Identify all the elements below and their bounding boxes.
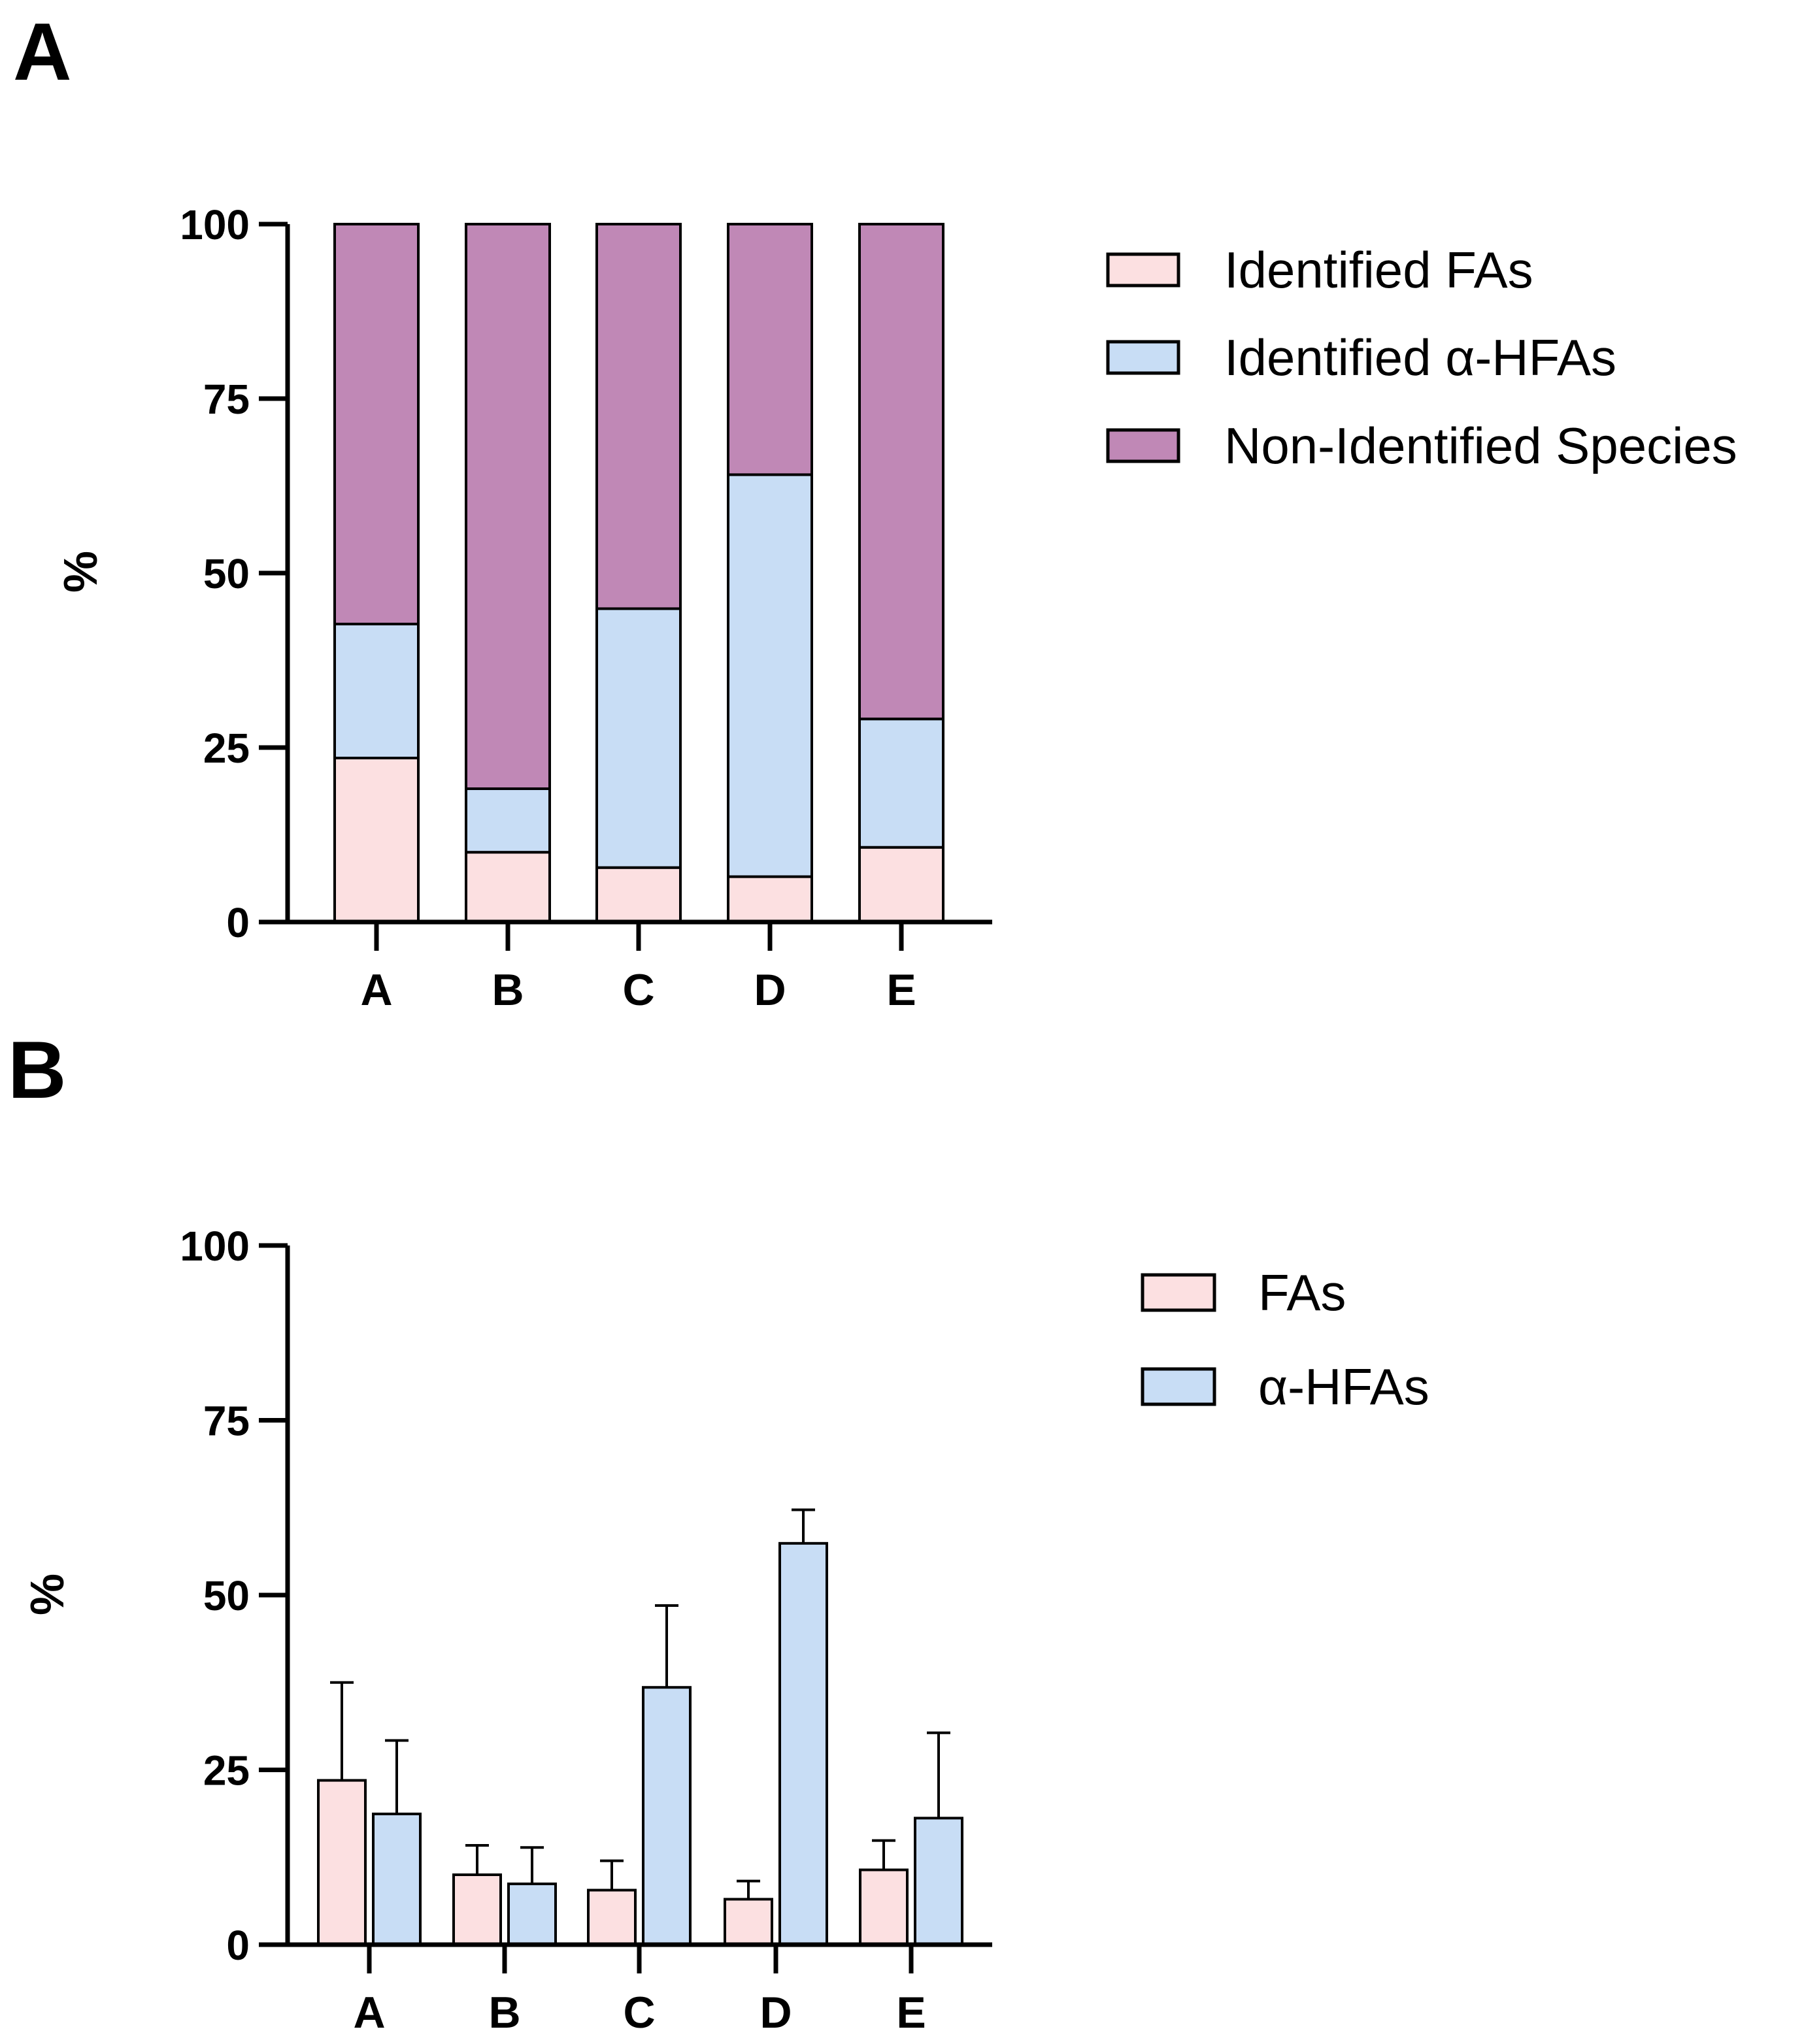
panel-b-bar xyxy=(372,1812,422,1946)
panel-b-bar xyxy=(642,1686,692,1946)
panel-b-category-label: E xyxy=(896,1988,926,2037)
panel-a-bar-segment xyxy=(858,223,944,721)
panel-a-category-label: E xyxy=(886,965,916,1015)
panel-a-legend-swatch xyxy=(1106,428,1180,463)
panel-a-bar-segment xyxy=(858,846,944,923)
panel-b-y-tick-label: 50 xyxy=(203,1572,250,1619)
panel-a-y-tick-label: 25 xyxy=(203,725,250,772)
panel-a-bar-segment xyxy=(465,851,551,923)
panel-b-bar xyxy=(778,1541,828,1947)
panel-a-bar-segment xyxy=(333,757,420,924)
panel-b-legend-label: FAs xyxy=(1258,1264,1346,1321)
panel-b-y-axis-title: % xyxy=(22,1574,74,1615)
panel-a-bar-segment xyxy=(595,866,682,924)
panel-b: B % 0 25 50 75 100 A B C D E FAs α-HFAs xyxy=(8,1025,1429,2037)
panel-a-bar-segment xyxy=(595,223,682,610)
panel-b-bar xyxy=(859,1868,909,1947)
panel-a-bar-segment xyxy=(727,223,813,476)
panel-a-y-tick-label: 50 xyxy=(203,550,250,597)
panel-b-legend-label: α-HFAs xyxy=(1258,1358,1429,1415)
panel-a-y-axis-title: % xyxy=(55,551,107,593)
panel-b-bar xyxy=(914,1817,963,1947)
panel-a-category-label: A xyxy=(360,965,392,1015)
panel-b-category-label: C xyxy=(623,1988,655,2037)
panel-a-bar-segment xyxy=(333,223,420,625)
panel-a-label: A xyxy=(13,7,72,97)
panel-a-y-tick-label: 0 xyxy=(226,899,250,946)
panel-a-bar-segment xyxy=(858,717,944,849)
panel-b-label: B xyxy=(8,1025,67,1115)
panel-a: A % 0 25 50 75 100 A B C D E Identified FAs Identi… xyxy=(13,7,1737,1015)
panel-a-y-tick-label: 75 xyxy=(203,376,250,423)
panel-a-legend-label: Identified α-HFAs xyxy=(1224,329,1616,386)
panel-b-legend-swatch xyxy=(1141,1273,1216,1312)
panel-a-legend-label: Non-Identified Species xyxy=(1224,417,1737,474)
panel-b-category-label: D xyxy=(760,1988,792,2037)
panel-b-y-tick-label: 0 xyxy=(226,1922,250,1969)
panel-a-bar-segment xyxy=(727,473,813,878)
panel-a-bar-segment xyxy=(465,787,551,854)
panel-a-category-label: C xyxy=(622,965,654,1015)
panel-b-bar xyxy=(724,1898,773,1946)
panel-b-y-tick-label: 25 xyxy=(203,1747,250,1794)
panel-b-bar xyxy=(452,1873,502,1946)
panel-a-bar-segment xyxy=(595,607,682,869)
panel-b-bar xyxy=(317,1779,367,1947)
panel-a-category-label: D xyxy=(754,965,786,1015)
panel-b-y-tick-label: 100 xyxy=(180,1223,250,1270)
panel-b-category-label: B xyxy=(488,1988,520,2037)
panel-a-legend-label: Identified FAs xyxy=(1224,241,1533,299)
panel-b-y-tick-label: 75 xyxy=(203,1398,250,1445)
panel-b-legend-swatch xyxy=(1141,1367,1216,1406)
panel-b-bar xyxy=(587,1888,637,1947)
panel-a-category-label: B xyxy=(492,965,524,1015)
panel-a-bar-segment xyxy=(333,622,420,760)
panel-b-bar xyxy=(507,1882,557,1946)
panel-a-bar-segment xyxy=(465,223,551,791)
panel-b-category-label: A xyxy=(353,1988,385,2037)
panel-a-y-tick-label: 100 xyxy=(180,201,250,248)
panel-a-bar-segment xyxy=(727,875,813,923)
panel-a-legend-swatch xyxy=(1106,252,1180,288)
panel-a-legend-swatch xyxy=(1106,340,1180,375)
